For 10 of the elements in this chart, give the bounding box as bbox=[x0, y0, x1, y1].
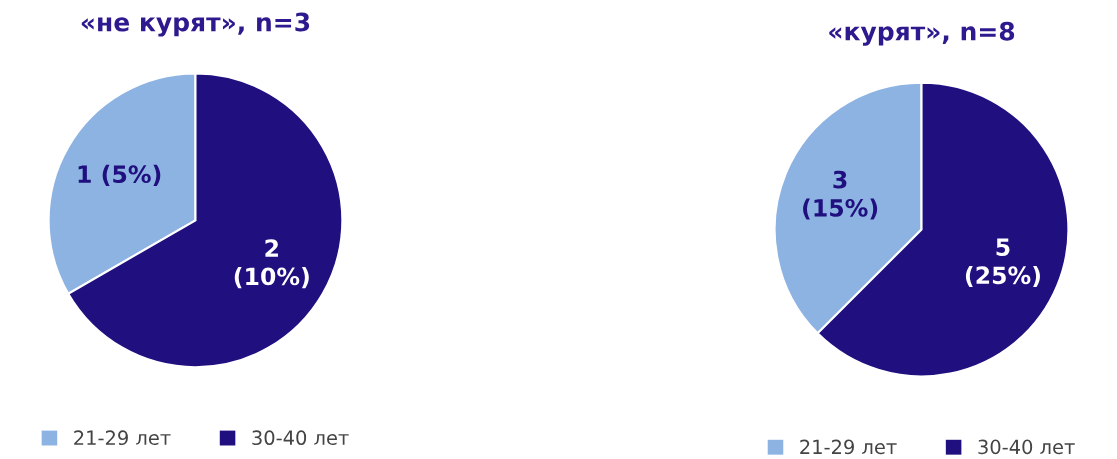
chart-title: «курят», n=8 bbox=[829, 21, 1015, 46]
data-label: 5 (25%) bbox=[965, 238, 1040, 287]
legend-label: 21-29 лет bbox=[800, 439, 897, 455]
data-label: 1 (5%) bbox=[78, 164, 161, 186]
legend-label: 21-29 лет bbox=[74, 430, 171, 446]
legend-label: 30-40 лет bbox=[252, 430, 349, 446]
legend-label: 30-40 лет bbox=[978, 439, 1075, 455]
chart-title: «не курят», n=3 bbox=[81, 12, 310, 37]
data-label: 3 (15%) bbox=[803, 170, 878, 220]
data-label: 2 (10%) bbox=[234, 239, 309, 289]
